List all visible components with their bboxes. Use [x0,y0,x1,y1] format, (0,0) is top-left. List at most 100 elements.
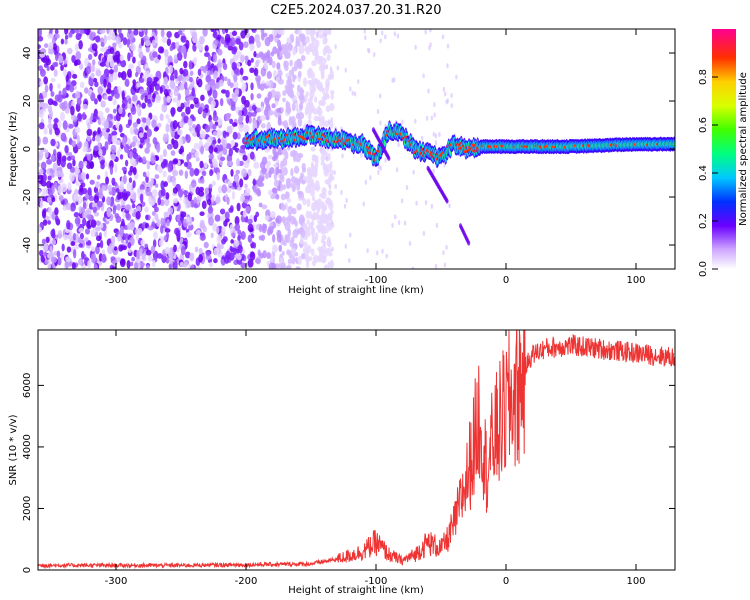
noise-speck [287,258,293,265]
noise-speck [126,68,132,78]
noise-speck [202,29,208,37]
noise-speck [188,95,195,101]
noise-speck [74,29,80,34]
noise-speck [79,81,85,89]
noise-speck [149,84,155,94]
noise-speck [220,89,227,94]
noise-speck [430,115,434,121]
noise-speck [130,141,136,148]
noise-speck [100,100,106,108]
noise-speck [62,87,67,97]
noise-speck [44,149,49,158]
noise-speck [167,164,173,173]
noise-speck [255,107,262,113]
noise-speck [66,246,72,253]
noise-speck [80,250,85,260]
noise-speck [51,184,55,194]
noise-speck [69,172,75,182]
noise-speck [127,119,132,126]
noise-speck [314,96,318,103]
noise-speck [273,154,279,160]
noise-speck [155,93,161,104]
noise-speck [213,39,219,45]
noise-speck [78,160,84,170]
noise-speck [144,222,150,229]
noise-speck [327,199,333,206]
noise-speck [284,65,289,72]
noise-speck [234,142,239,148]
noise-speck [124,78,130,88]
noise-speck [322,47,327,57]
noise-speck [169,74,175,82]
noise-speck [172,120,178,130]
noise-speck [376,109,380,115]
noise-speck [446,63,449,69]
noise-speck [208,145,214,154]
noise-speck [164,228,171,233]
noise-speck [209,169,214,177]
noise-speck [243,99,250,108]
noise-speck [292,47,297,56]
noise-speck [268,34,274,43]
noise-speck [166,38,172,46]
noise-speck [107,135,112,145]
noise-speck [46,65,50,72]
noise-speck [75,90,81,100]
noise-speck [47,33,53,39]
noise-speck [107,184,113,192]
noise-speck [163,88,169,97]
noise-speck [351,90,354,96]
noise-speck [267,189,273,196]
noise-speck [171,175,176,183]
noise-speck [275,194,280,200]
noise-speck [165,114,170,120]
noise-speck [145,249,152,256]
noise-speck [74,126,81,134]
spectrogram-y-label: Frequency (Hz) [8,111,19,187]
noise-speck [230,37,236,47]
noise-speck [219,208,226,215]
noise-speck [305,250,309,260]
noise-speck [211,123,217,130]
noise-speck [183,161,189,167]
noise-speck [188,126,193,132]
noise-speck [141,122,146,129]
noise-speck [156,164,163,173]
noise-speck [272,146,277,156]
noise-speck [224,33,231,43]
noise-speck [429,29,432,33]
noise-speck [232,131,238,140]
noise-speck [206,198,212,206]
noise-speck [207,70,212,77]
noise-speck [326,239,332,247]
noise-speck [225,29,229,34]
noise-speck [51,239,57,246]
noise-speck [53,118,59,124]
noise-speck [297,255,302,265]
noise-speck [82,103,88,110]
noise-speck [129,207,134,214]
noise-speck [205,74,212,83]
noise-speck [214,214,221,222]
noise-speck [323,57,327,64]
y-tick-label: -40 [22,237,33,253]
noise-speck [45,58,51,66]
noise-speck [130,261,134,267]
noise-speck [135,71,139,78]
noise-speck [433,112,436,118]
x-tick-label: -300 [105,576,128,587]
noise-speck [97,110,104,119]
noise-speck [185,199,189,205]
noise-speck [90,72,95,79]
noise-speck [208,183,213,189]
noise-speck [184,170,189,180]
noise-speck [222,147,228,156]
noise-speck [150,177,154,186]
noise-speck [212,139,217,145]
noise-speck [74,61,78,66]
snr-x-ticks: -300 -200 -100 0 100 [105,330,646,587]
noise-speck [200,130,206,139]
noise-speck [152,259,156,268]
noise-speck [223,254,230,264]
noise-speck [50,77,56,83]
